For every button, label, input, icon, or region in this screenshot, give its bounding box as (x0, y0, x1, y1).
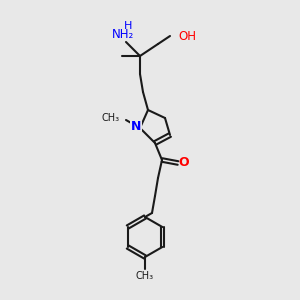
Text: N: N (131, 119, 141, 133)
Text: H: H (124, 21, 132, 31)
Text: N: N (131, 119, 141, 133)
Text: OH: OH (178, 29, 196, 43)
Text: CH₃: CH₃ (136, 271, 154, 281)
Text: CH₃: CH₃ (102, 113, 120, 123)
Text: O: O (179, 157, 189, 169)
Text: NH₂: NH₂ (112, 28, 134, 41)
